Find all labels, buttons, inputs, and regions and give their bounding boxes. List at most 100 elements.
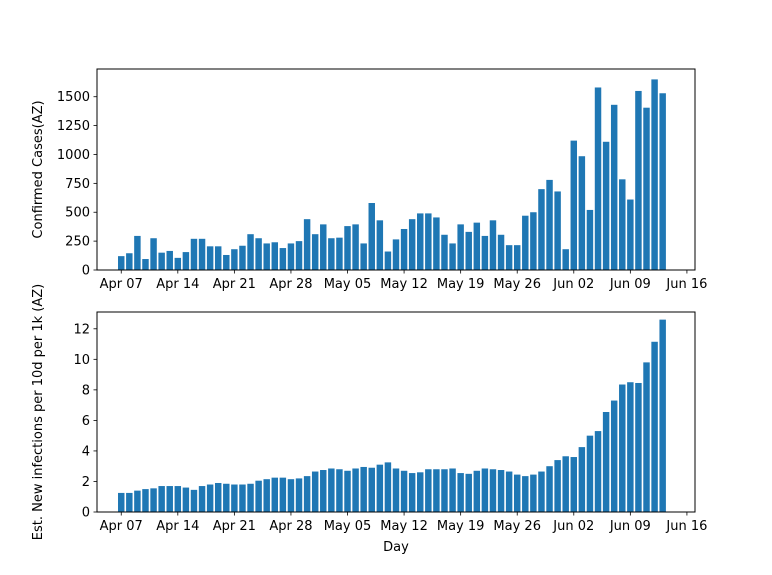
y-tick-label: 1500	[57, 90, 90, 105]
bar	[303, 219, 311, 270]
bar	[255, 480, 262, 512]
bar	[384, 251, 392, 270]
bar	[425, 213, 432, 270]
bar	[311, 234, 319, 270]
bar	[311, 471, 319, 512]
bar	[206, 246, 214, 270]
y-tick-label: 0	[82, 506, 90, 521]
bar	[182, 252, 190, 270]
bar	[457, 224, 464, 270]
bar	[627, 382, 634, 512]
bar	[513, 245, 521, 270]
bar	[659, 319, 666, 512]
bar	[368, 467, 375, 512]
bar	[594, 87, 602, 270]
bar	[425, 469, 432, 512]
bar	[198, 486, 206, 512]
bar	[295, 241, 303, 270]
bar	[376, 220, 384, 270]
bar	[602, 141, 610, 270]
x-tick-label: Apr 07	[100, 519, 143, 534]
bar	[239, 245, 246, 270]
bar	[530, 212, 537, 270]
bar	[417, 213, 424, 270]
bar	[223, 483, 230, 512]
bar	[554, 191, 561, 270]
bar	[174, 257, 182, 270]
bar	[190, 489, 198, 512]
bar	[231, 484, 238, 512]
bar	[198, 238, 206, 270]
bar	[320, 470, 327, 512]
bar	[206, 484, 214, 512]
bar	[530, 474, 537, 512]
bar	[522, 476, 529, 512]
bar	[465, 231, 472, 270]
bar	[287, 479, 295, 512]
bar	[465, 473, 472, 512]
y-tick-label: 8	[82, 383, 90, 398]
bar	[166, 250, 173, 270]
bar	[287, 243, 295, 270]
x-tick-label: Apr 21	[213, 277, 256, 292]
bar	[570, 140, 578, 270]
bar	[336, 237, 343, 270]
y-tick-label: 4	[82, 444, 90, 459]
y-axis-label: Est. New infections per 10d per 1k (AZ)	[31, 284, 46, 540]
bar	[578, 156, 586, 270]
bar	[118, 492, 125, 512]
x-tick-label: May 19	[437, 519, 485, 534]
y-tick-label: 12	[73, 322, 90, 337]
x-tick-label: Apr 14	[156, 277, 199, 292]
x-tick-label: May 19	[437, 277, 485, 292]
bar	[497, 234, 505, 270]
bar	[182, 487, 190, 512]
bar	[497, 470, 505, 512]
confirmed-cases-panel: Apr 07 Apr 14 Apr 21 Apr 28 May 05 May 12 May …	[31, 68, 707, 292]
bar	[166, 486, 173, 512]
x-tick-label: Jun 09	[609, 519, 651, 534]
bar	[489, 469, 497, 512]
x-tick-label: Apr 21	[213, 519, 256, 534]
bar	[538, 471, 545, 512]
x-tick-label: May 12	[380, 277, 428, 292]
x-axis-label: Day	[383, 540, 409, 555]
x-tick-label: Apr 28	[269, 277, 312, 292]
bar	[457, 473, 464, 512]
x-tick-label: May 05	[324, 277, 372, 292]
bar	[295, 478, 303, 512]
bar	[352, 224, 359, 270]
bar	[376, 464, 384, 512]
x-tick-label: Jun 02	[552, 277, 594, 292]
bar	[344, 470, 351, 512]
bar	[392, 239, 400, 270]
bar	[408, 219, 416, 270]
bar	[271, 242, 279, 270]
bar	[320, 224, 327, 270]
bar	[279, 248, 287, 270]
x-tick-label: May 26	[493, 277, 541, 292]
bar	[578, 447, 586, 512]
bar	[408, 473, 416, 512]
bar	[449, 243, 456, 270]
bar	[247, 483, 254, 512]
bar	[562, 456, 569, 512]
bar	[441, 469, 448, 512]
bar	[384, 462, 392, 512]
bar	[400, 470, 408, 512]
bar	[513, 474, 521, 512]
bar	[441, 234, 448, 270]
bar	[522, 215, 529, 270]
bar	[174, 486, 182, 512]
bar	[473, 222, 481, 270]
bar	[344, 226, 351, 270]
x-tick-label: Jun 16	[665, 277, 707, 292]
bar	[651, 79, 658, 271]
bar	[400, 228, 408, 270]
bar	[433, 217, 440, 270]
y-tick-label: 0	[82, 264, 90, 279]
y-tick-label: 750	[65, 177, 90, 192]
bar	[659, 93, 666, 270]
bar	[158, 252, 165, 270]
bar	[190, 238, 198, 270]
